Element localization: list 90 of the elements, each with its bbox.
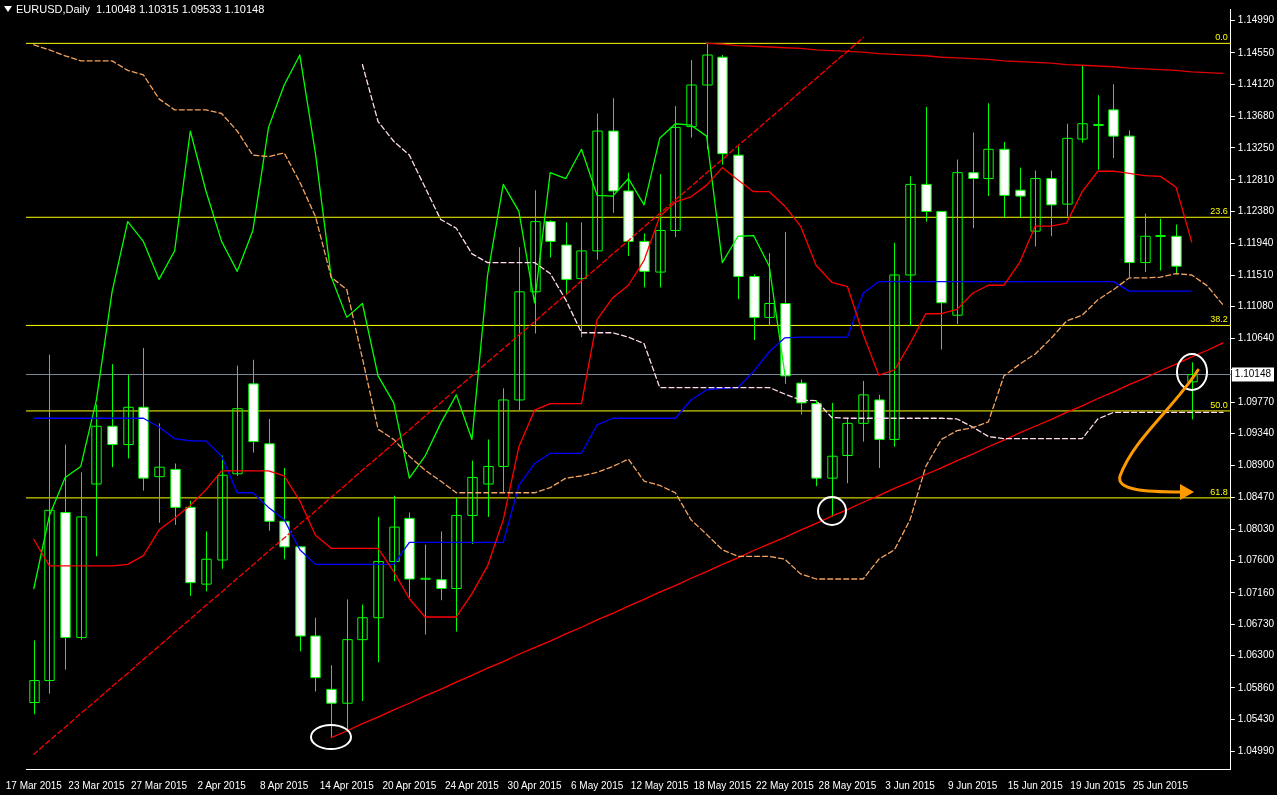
y-tick-label: 1.06730 xyxy=(1237,618,1275,630)
candlestick xyxy=(1062,123,1073,218)
y-tick-label: 1.04990 xyxy=(1237,745,1275,757)
x-tick-label: 15 Jun 2015 xyxy=(1007,779,1064,791)
candlestick xyxy=(357,604,368,702)
candlestick xyxy=(1187,361,1198,420)
y-tick-label: 1.13680 xyxy=(1237,110,1275,122)
candlestick xyxy=(29,639,40,715)
candlestick xyxy=(670,105,681,238)
candlestick xyxy=(983,102,994,197)
y-tick-label: 1.09770 xyxy=(1237,395,1275,407)
x-tick-label: 24 Apr 2015 xyxy=(444,779,500,791)
chart-title: EURUSD,Daily 1.10048 1.10315 1.09533 1.10148 xyxy=(16,3,265,15)
candlestick xyxy=(389,495,400,582)
x-tick-label: 6 May 2015 xyxy=(571,779,624,791)
y-tick-label: 1.05430 xyxy=(1237,713,1275,725)
x-tick-label: 18 May 2015 xyxy=(693,779,752,791)
x-tick-label: 30 Apr 2015 xyxy=(507,779,562,791)
y-tick-label: 1.14990 xyxy=(1237,14,1275,26)
y-tick-label: 1.09340 xyxy=(1237,427,1275,439)
candlestick xyxy=(373,516,384,663)
y-tick-label: 1.12380 xyxy=(1237,205,1275,217)
y-tick-label: 1.14120 xyxy=(1237,78,1275,90)
x-tick-label: 20 Apr 2015 xyxy=(382,779,437,791)
x-tick-label: 12 May 2015 xyxy=(630,779,690,791)
candlestick xyxy=(905,175,916,327)
candlestick xyxy=(154,422,165,524)
candlestick xyxy=(76,471,87,641)
annotation: 38.2 xyxy=(1210,314,1228,325)
x-tick-label: 27 Mar 2015 xyxy=(130,779,188,791)
y-tick-label: 1.11080 xyxy=(1237,300,1274,312)
y-tick-label: 1.05860 xyxy=(1237,681,1275,693)
x-tick-label: 25 Jun 2015 xyxy=(1132,779,1189,791)
y-tick-label: 1.13250 xyxy=(1237,141,1275,153)
annotation: 61.8 xyxy=(1210,486,1228,497)
candlestick xyxy=(1140,213,1151,273)
y-tick-label: 1.08470 xyxy=(1237,490,1275,502)
candlestick xyxy=(592,113,603,261)
annotation: 0.0 xyxy=(1215,32,1228,43)
candlestick xyxy=(764,252,775,327)
candlestick xyxy=(498,387,509,494)
candlestick xyxy=(217,455,228,570)
annotation: 50.0 xyxy=(1210,399,1228,410)
y-tick-label: 1.08900 xyxy=(1237,459,1275,471)
candlestick xyxy=(91,403,102,557)
ref-line-label: 1.10148 xyxy=(1234,368,1272,380)
x-tick-label: 28 May 2015 xyxy=(818,779,877,791)
candlestick xyxy=(827,402,838,518)
x-tick-label: 9 Jun 2015 xyxy=(947,779,998,791)
candlestick xyxy=(1155,218,1166,272)
candlestick xyxy=(514,246,525,411)
candlestick xyxy=(1030,170,1041,247)
candlestick xyxy=(545,219,556,258)
annotation: 23.6 xyxy=(1210,206,1228,217)
candlestick xyxy=(326,664,337,738)
y-tick-label: 1.11510 xyxy=(1237,268,1274,280)
candlestick xyxy=(342,598,353,731)
candlestick xyxy=(1077,65,1088,144)
candlestick xyxy=(420,544,431,636)
x-tick-label: 19 Jun 2015 xyxy=(1070,779,1126,791)
x-tick-label: 3 Jun 2015 xyxy=(885,779,936,791)
candlestick xyxy=(467,460,478,545)
candlestick xyxy=(123,374,134,459)
candlestick xyxy=(952,159,963,325)
y-tick-label: 1.11940 xyxy=(1237,237,1274,249)
x-tick-label: 17 Mar 2015 xyxy=(5,779,63,791)
candlestick xyxy=(483,438,494,518)
x-tick-label: 23 Mar 2015 xyxy=(68,779,125,791)
y-tick-label: 1.07600 xyxy=(1237,554,1275,566)
candlestick xyxy=(576,221,587,338)
candlestick xyxy=(436,531,447,601)
y-tick-label: 1.08030 xyxy=(1237,523,1275,535)
candlestick xyxy=(889,242,900,448)
candlestick xyxy=(686,59,697,139)
candlestick xyxy=(451,497,462,633)
x-tick-label: 2 Apr 2015 xyxy=(197,779,247,791)
y-tick-label: 1.10640 xyxy=(1237,332,1275,344)
candlestick xyxy=(858,380,869,443)
y-tick-label: 1.06300 xyxy=(1237,649,1275,661)
x-tick-label: 8 Apr 2015 xyxy=(260,779,309,791)
y-tick-label: 1.07160 xyxy=(1237,586,1275,598)
candlestick xyxy=(201,531,212,592)
x-tick-label: 22 May 2015 xyxy=(755,779,815,791)
y-tick-label: 1.14550 xyxy=(1237,46,1275,58)
y-tick-label: 1.12810 xyxy=(1237,173,1275,185)
candlestick xyxy=(842,417,853,484)
x-tick-label: 14 Apr 2015 xyxy=(319,779,375,791)
candlestick xyxy=(530,189,541,334)
candlestick xyxy=(655,173,666,288)
candlestick xyxy=(232,365,243,477)
